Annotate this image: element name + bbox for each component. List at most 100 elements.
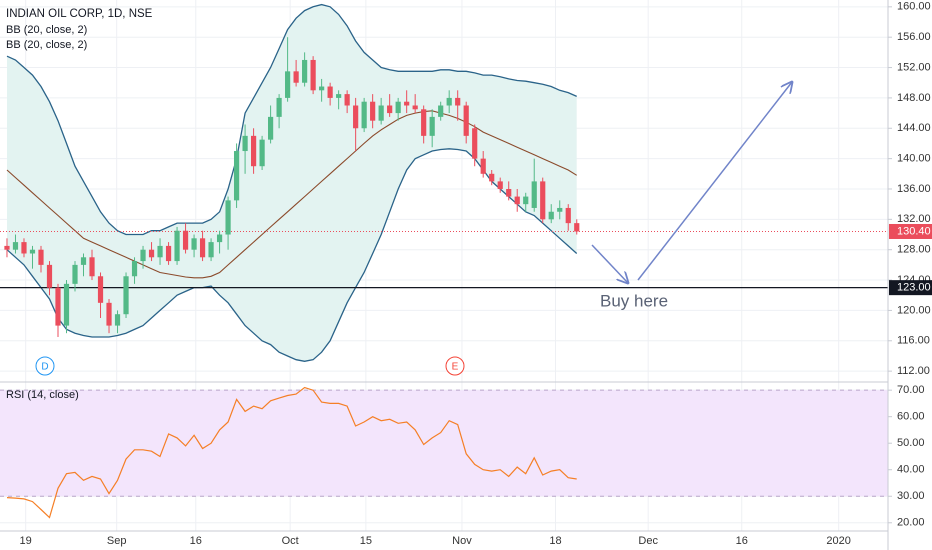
x-tick-label: 19 — [20, 535, 32, 547]
y-tick-label: 148.00 — [897, 92, 931, 104]
candle-body — [242, 135, 248, 152]
candle-body — [302, 59, 308, 83]
candle-body — [361, 101, 367, 129]
candle-body — [353, 105, 359, 129]
candle-body — [480, 158, 486, 174]
x-tick-label: 2020 — [826, 535, 850, 547]
rsi-title: RSI (14, close) — [6, 389, 79, 401]
candle-body — [293, 71, 299, 83]
candle-body — [319, 86, 325, 91]
candle-body — [429, 116, 435, 136]
y-tick-label: 152.00 — [897, 61, 931, 73]
candle-body — [421, 109, 427, 136]
x-tick-label: Oct — [282, 535, 299, 547]
candle-body — [531, 181, 537, 208]
candle-body — [276, 97, 282, 117]
candle-body — [199, 238, 206, 258]
rsi-band — [0, 390, 888, 497]
axes: 112.00116.00120.00124.00128.00132.00136.… — [20, 1, 932, 547]
candle-body — [233, 151, 240, 201]
legend-entry: BB (20, close, 2) — [6, 24, 87, 36]
candle-body — [285, 71, 291, 98]
chart-title: INDIAN OIL CORP, 1D, NSE — [6, 8, 153, 20]
y-tick-label: 140.00 — [897, 153, 931, 165]
candle-body — [97, 276, 104, 303]
candle-body — [378, 105, 384, 121]
candle-body — [370, 101, 376, 121]
y-tick-label: 70.00 — [897, 384, 925, 396]
annotation: Buy here — [600, 291, 668, 310]
candle-body — [395, 101, 401, 114]
candle-body — [523, 196, 529, 205]
y-tick-label: 20.00 — [897, 517, 925, 529]
candle-body — [72, 264, 78, 284]
candle-body — [489, 173, 495, 182]
candle-body — [21, 242, 27, 254]
rsi-line — [6, 386, 577, 519]
candle-body — [514, 196, 520, 205]
candle-body — [157, 245, 163, 258]
candle-body — [548, 211, 554, 220]
candle-body — [438, 105, 444, 117]
candle-body — [4, 245, 10, 250]
candle-body — [497, 181, 503, 189]
candle-body — [574, 223, 580, 232]
y-tick-label: 30.00 — [897, 490, 925, 502]
candle-body — [89, 257, 95, 277]
candle-body — [387, 105, 393, 114]
candle-body — [140, 249, 146, 262]
candle-body — [114, 314, 121, 326]
candle-body — [250, 135, 257, 167]
candle-body — [174, 230, 180, 262]
candle-body — [63, 283, 70, 326]
candle-body — [259, 139, 265, 167]
candle-body — [12, 242, 19, 250]
event-label: E — [452, 362, 459, 373]
event-marker — [35, 356, 55, 376]
x-tick-label: 15 — [360, 535, 372, 547]
y-tick-label: 132.00 — [897, 213, 931, 225]
candle-body — [38, 249, 44, 265]
candle-body — [310, 59, 316, 91]
last-price-label: 130.40 — [897, 225, 931, 237]
candle-body — [55, 287, 61, 326]
candle-body — [565, 207, 571, 224]
band-fill — [7, 4, 577, 362]
y-tick-label: 160.00 — [897, 1, 931, 13]
level-label: 123.00 — [897, 282, 931, 294]
y-tick-label: 50.00 — [897, 437, 925, 449]
candle-body — [344, 94, 350, 106]
candle-body — [191, 238, 197, 250]
y-tick-label: 116.00 — [897, 335, 930, 347]
y-tick-label: 60.00 — [897, 411, 925, 423]
y-tick-label: 40.00 — [897, 464, 925, 476]
candle-body — [463, 105, 469, 136]
candle-body — [46, 264, 53, 288]
x-tick-label: Nov — [452, 535, 472, 547]
candle-body — [472, 128, 478, 159]
arrow-down — [591, 244, 628, 283]
candle-body — [182, 230, 189, 250]
level-box — [889, 280, 932, 296]
candle-body — [123, 276, 129, 315]
x-tick-label: 16 — [190, 535, 202, 547]
event-marker — [445, 356, 465, 376]
event-label: D — [41, 362, 48, 373]
candle-body — [327, 86, 333, 98]
candle-body — [404, 101, 410, 106]
y-tick-label: 144.00 — [897, 122, 931, 134]
y-tick-label: 120.00 — [897, 304, 931, 316]
last-price-box — [889, 223, 932, 239]
candle-body — [165, 245, 172, 262]
legend-entry: BB (20, close, 2) — [6, 39, 87, 51]
candle-body — [148, 249, 155, 258]
candle-body — [29, 249, 36, 254]
candle-body — [80, 257, 87, 265]
candle-body — [225, 200, 231, 235]
candle-body — [412, 105, 418, 110]
candle-body — [106, 302, 112, 326]
x-tick-label: 18 — [549, 535, 561, 547]
y-tick-label: 128.00 — [897, 244, 931, 256]
y-tick-label: 136.00 — [897, 183, 931, 195]
